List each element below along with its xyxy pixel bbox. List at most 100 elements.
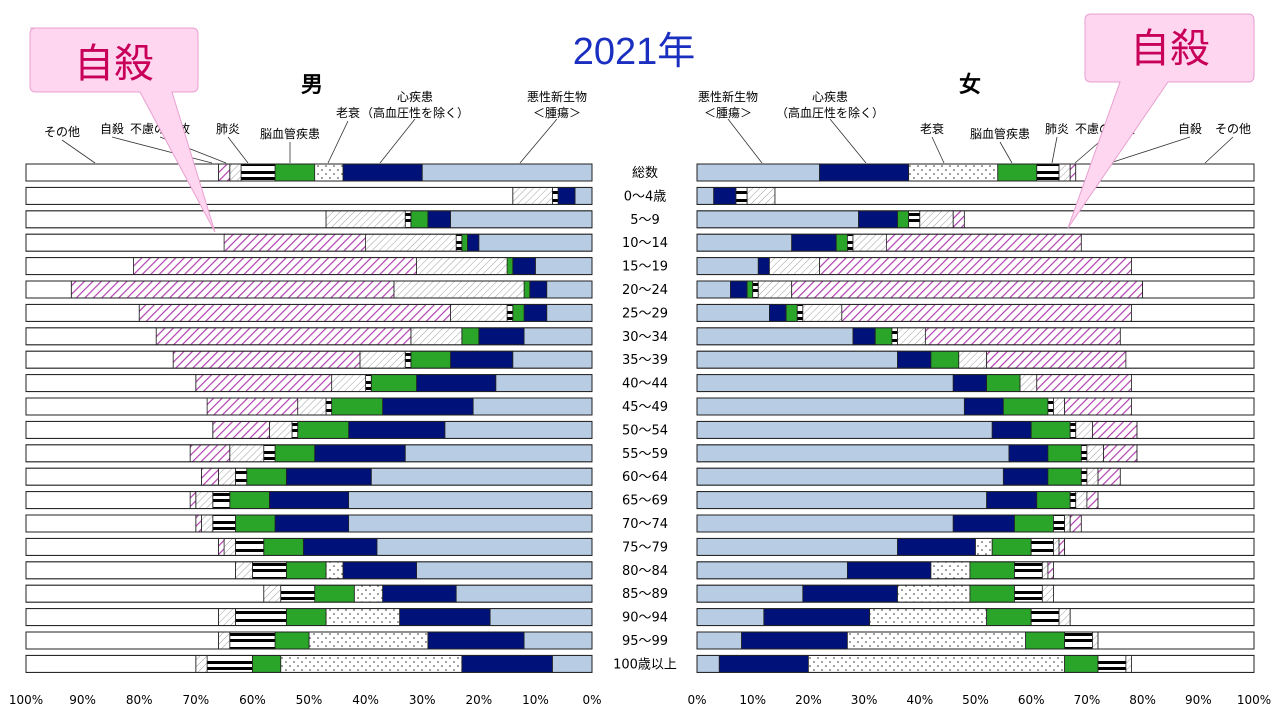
male-bar-1-series-0 [574,186,593,205]
female-bar-12-series-6 [1103,444,1138,463]
male-bar-21-series-0 [551,655,593,673]
female-bar-12-series-5 [1086,444,1105,463]
male-bar-13-series-1 [285,467,372,486]
female-bar-3-series-4 [846,233,854,252]
male-bar-0-series-0 [421,163,593,182]
male-bar-21-series-1 [461,655,553,673]
female-bar-7-series-7 [1119,327,1255,346]
male-bar-9-series-6 [195,374,333,393]
female-bar-7-series-5 [897,327,926,346]
male-bar-outline-6 [25,303,593,322]
male-bar-3-series-1 [467,233,480,252]
male-bar-20-series-3 [274,631,310,650]
female-legend-label-6: 自殺 [1178,122,1202,136]
male-legend-label-3: 肺炎 [216,122,240,136]
female-bar-11-series-0 [696,420,993,439]
male-bar-7-series-0 [523,327,593,346]
female-x-tick-8: 80% [1129,693,1156,707]
male-bar-4-series-3 [506,257,514,276]
male-bar-9-series-7 [25,374,197,393]
male-bar-4-series-5 [416,257,508,276]
female-bar-2-series-1 [858,210,898,229]
female-bar-6-series-7 [1131,303,1255,322]
male-x-tick-3: 70% [182,693,209,707]
female-bar-0-series-0 [696,163,820,182]
male-bar-14-series-7 [25,491,191,510]
female-bar-21-series-3 [1064,655,1099,673]
male-bar-18-series-1 [382,584,457,603]
male-bar-6-series-3 [512,303,525,322]
male-bar-17-series-0 [416,561,593,580]
female-legend-leader-2 [931,136,945,164]
male-bar-14-series-4 [212,491,231,510]
female-panel-title: 女 [959,72,981,98]
female-bar-21-series-2 [808,655,1066,673]
male-bar-outline-19 [25,608,593,627]
female-bar-14-series-7 [1097,491,1255,510]
female-bar-18-series-1 [802,584,898,603]
female-legend-label-7: その他 [1215,122,1251,136]
female-bar-3-series-6 [885,233,1082,252]
male-bar-13-series-4 [235,467,248,486]
male-bar-20-series-7 [25,631,219,650]
female-bar-21-series-0 [696,655,720,673]
female-legend-label-1: 心疾患（高血圧性を除く） [776,89,884,120]
female-bar-18-series-5 [1041,584,1054,603]
age-label-16: 75～79 [622,540,668,555]
female-bar-16-series-7 [1064,538,1255,556]
male-bar-10-series-7 [25,397,208,416]
female-legend-leader-1 [829,118,867,164]
male-bar-16-series-4 [235,538,265,556]
female-legend-leader-0 [727,118,763,164]
male-bar-6-series-4 [506,303,514,322]
male-bar-outline-18 [25,584,593,603]
male-bar-12-series-0 [404,444,593,463]
female-bar-17-series-1 [846,561,932,580]
male-bar-11-series-3 [297,420,350,439]
male-bar-outline-12 [25,444,593,463]
male-bar-19-series-0 [489,608,593,626]
female-bar-15-series-3 [1014,514,1054,533]
male-bar-11-series-1 [348,420,446,439]
female-bar-12-series-4 [1080,444,1088,463]
female-bar-2-series-7 [963,210,1255,229]
male-bar-21-series-3 [251,655,282,673]
female-bar-12-series-7 [1136,444,1255,463]
female-bar-14-series-4 [1069,491,1077,510]
male-bar-16-series-7 [25,538,219,556]
female-x-tick-1: 10% [739,693,766,707]
female-bar-17-series-2 [930,561,971,580]
male-bar-8-series-3 [410,350,451,369]
female-bar-20-series-3 [1025,631,1066,650]
female-bar-3-series-3 [835,233,848,252]
female-bar-16-series-4 [1030,538,1054,556]
male-bar-10-series-4 [325,397,333,416]
female-bar-17-series-5 [1041,561,1049,580]
female-bar-outline-18 [696,584,1255,603]
male-x-tick-10: 0% [582,693,601,707]
male-bar-outline-8 [25,350,593,369]
male-bar-16-series-5 [223,538,236,556]
male-bar-19-series-5 [218,608,236,626]
male-bar-1-series-4 [551,186,559,205]
female-x-tick-4: 40% [906,693,933,707]
male-bar-15-series-7 [25,514,197,533]
female-bar-outline-20 [696,631,1255,650]
female-bar-21-series-5 [1125,655,1132,673]
male-bar-2-series-4 [404,210,412,229]
male-bar-10-series-5 [297,397,327,416]
female-x-tick-2: 20% [795,693,822,707]
female-legend-label-4: 肺炎 [1045,122,1069,136]
female-bar-3-series-7 [1080,233,1255,252]
female-bar-13-series-4 [1080,467,1088,486]
female-bar-17-series-0 [696,561,848,580]
male-bar-17-series-3 [285,561,327,580]
male-bar-19-series-3 [285,608,327,626]
female-bar-20-series-2 [846,631,1027,650]
male-legend-label-7: 悪性新生物＜腫瘍＞ [527,89,587,120]
male-bar-0-series-1 [342,163,423,182]
female-bar-9-series-6 [1036,374,1132,393]
female-bar-0-series-2 [908,163,999,182]
male-bar-outline-9 [25,374,593,393]
male-bar-0-series-5 [229,163,242,182]
